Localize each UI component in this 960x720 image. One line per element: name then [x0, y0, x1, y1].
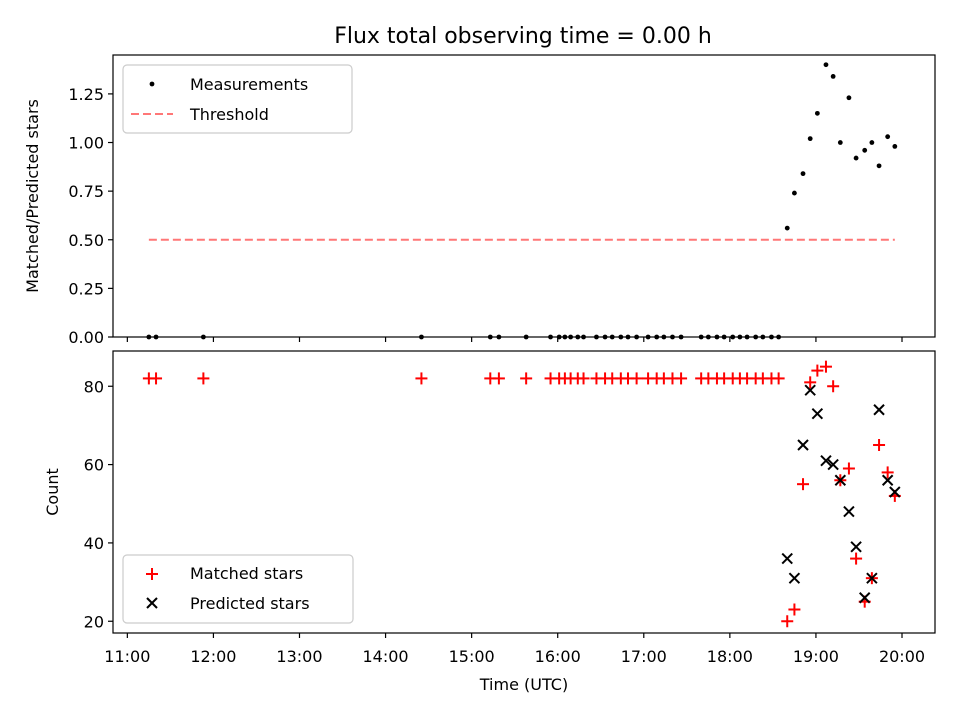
measurement-point: [784, 225, 790, 231]
legend-predicted-marker: [146, 597, 158, 609]
matched-star-point: [811, 364, 824, 377]
legend-matched-label: Matched stars: [190, 564, 303, 583]
legend-matched-marker: [146, 568, 158, 580]
measurement-point: [885, 134, 891, 140]
bottom-xtick-label: 13:00: [276, 647, 322, 666]
predicted-star-point: [788, 572, 801, 584]
bottom-ylabel: Count: [43, 468, 62, 516]
matched-star-point: [675, 372, 688, 385]
predicted-star-point: [858, 592, 871, 604]
matched-star-point: [630, 372, 643, 385]
predicted-star-point: [866, 572, 878, 584]
top-ylabel: Matched/Predicted stars: [23, 99, 42, 293]
predicted-star-point: [804, 384, 816, 396]
top-ytick-label: 0.00: [68, 328, 104, 347]
top-ytick-label: 1.00: [68, 134, 104, 153]
measurement-point: [837, 140, 843, 145]
measurement-point: [876, 163, 882, 169]
bottom-xtick-label: 15:00: [449, 647, 495, 666]
measurement-point: [792, 190, 797, 196]
matched-star-point: [492, 372, 505, 385]
matched-star-point: [827, 380, 840, 393]
bottom-xtick-label: 18:00: [707, 647, 753, 666]
measurement-point: [869, 140, 875, 145]
bottom-ytick-label: 20: [84, 612, 104, 631]
predicted-star-point: [781, 552, 793, 565]
matched-star-point: [577, 372, 590, 385]
top-ytick-label: 0.50: [68, 231, 104, 250]
measurement-point: [814, 110, 820, 116]
bottom-xtick-label: 14:00: [363, 647, 409, 666]
bottom-ytick-label: 60: [84, 456, 104, 475]
matched-star-point: [804, 376, 817, 389]
bottom-xtick-label: 19:00: [793, 647, 839, 666]
measurement-point: [862, 147, 868, 153]
predicted-star-point: [889, 486, 901, 498]
bottom-xlabel: Time (UTC): [479, 675, 568, 694]
matched-star-point: [873, 439, 886, 451]
bottom-xtick-label: 16:00: [535, 647, 581, 666]
top-ytick-label: 0.25: [68, 279, 104, 298]
measurement-point: [853, 155, 859, 161]
predicted-star-point: [820, 454, 832, 467]
matched-star-point: [850, 552, 863, 565]
legend-threshold-label: Threshold: [189, 105, 269, 124]
measurement-point: [823, 62, 829, 68]
bottom-ytick-label: 40: [84, 534, 104, 553]
predicted-star-point: [811, 407, 824, 420]
measurement-point: [830, 73, 836, 79]
measurement-point: [892, 144, 898, 149]
top-axes-frame: [112, 54, 936, 338]
matched-star-point: [819, 360, 832, 373]
matched-star-point: [842, 462, 855, 475]
predicted-star-point: [881, 474, 894, 486]
matched-star-point: [781, 615, 794, 628]
measurement-point: [800, 171, 806, 177]
matched-star-point: [797, 478, 810, 491]
predicted-star-point: [873, 404, 885, 416]
bottom-legend: Matched stars Predicted stars: [122, 554, 354, 624]
measurement-point: [807, 136, 813, 142]
bottom-xtick-label: 12:00: [190, 647, 236, 666]
matched-star-point: [415, 372, 428, 385]
predicted-star-point: [834, 474, 847, 486]
top-axes: 0.00 0.25 0.50 0.75 1.00 1.25 Matched/Predict…: [23, 54, 936, 347]
top-ytick-label: 1.25: [68, 85, 104, 104]
matched-star-point: [197, 372, 210, 385]
matched-star-point: [881, 466, 894, 479]
bottom-xtick-label: 20:00: [879, 647, 925, 666]
legend-measurements-marker: [149, 81, 155, 87]
predicted-star-point: [850, 541, 862, 553]
chart-title: Flux total observing time = 0.00 h: [334, 24, 712, 49]
matched-star-point: [520, 372, 533, 385]
matched-star-point: [772, 372, 785, 385]
legend-predicted-label: Predicted stars: [190, 594, 310, 613]
legend-measurements-label: Measurements: [190, 75, 308, 94]
predicted-star-point: [843, 505, 855, 518]
bottom-xtick-label: 17:00: [621, 647, 667, 666]
predicted-star-point: [797, 439, 809, 451]
bottom-axes: 20 40 60 80 11:00 12:00 13:00 14:00 15:00 16:00 1…: [43, 350, 936, 694]
bottom-ytick-label: 80: [84, 377, 104, 396]
measurement-point: [846, 95, 852, 101]
bottom-xtick-label: 11:00: [104, 647, 150, 666]
bottom-axes-frame: [112, 350, 936, 634]
top-legend: Measurements Threshold: [122, 64, 353, 134]
matched-star-point: [150, 372, 163, 385]
predicted-star-point: [827, 458, 839, 471]
top-ytick-label: 0.75: [68, 182, 104, 201]
matched-star-point: [788, 603, 801, 616]
